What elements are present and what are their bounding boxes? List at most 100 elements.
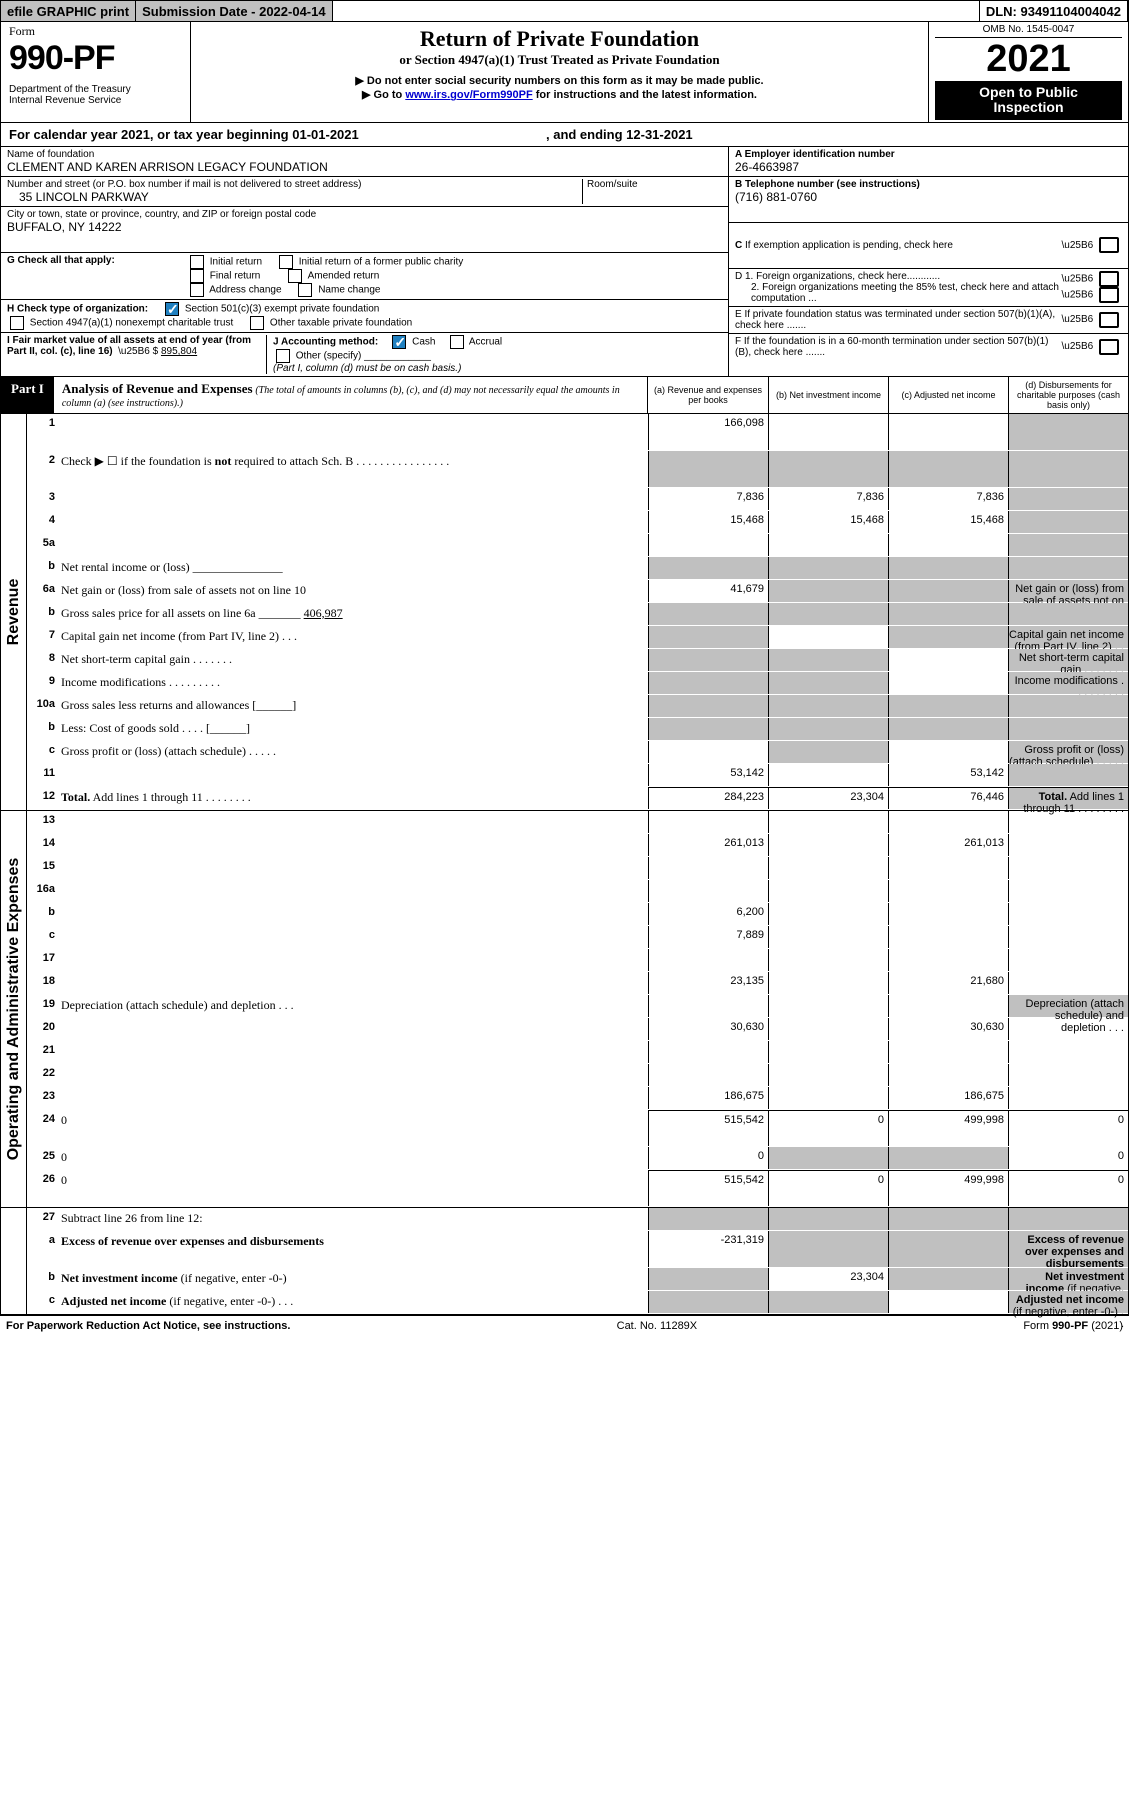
row-desc <box>61 1018 648 1040</box>
row-desc <box>61 857 648 879</box>
table-row: 14261,013261,013 <box>27 834 1128 857</box>
col-c-hdr: (c) Adjusted net income <box>888 377 1008 413</box>
table-row: cGross profit or (loss) (attach schedule… <box>27 741 1128 764</box>
cell-b: 0 <box>768 1110 888 1146</box>
row-num: 22 <box>27 1064 61 1086</box>
form-number: 990-PF <box>9 39 182 78</box>
cell-c <box>888 741 1008 763</box>
row-desc: Net investment income (if negative, ente… <box>61 1268 648 1290</box>
table-row: 1153,14253,142 <box>27 764 1128 787</box>
row-num: 10a <box>27 695 61 717</box>
cell-b <box>768 903 888 925</box>
table-row: 240515,5420499,9980 <box>27 1110 1128 1147</box>
c-pending: If exemption application is pending, che… <box>745 240 953 251</box>
row-desc <box>61 811 648 833</box>
cell-a: 0 <box>648 1147 768 1169</box>
checkbox-c[interactable] <box>1099 237 1119 253</box>
cell-d: Capital gain net income (from Part IV, l… <box>1008 626 1128 648</box>
cell-a <box>648 626 768 648</box>
row-num: 8 <box>27 649 61 671</box>
cell-b: 23,304 <box>768 1268 888 1290</box>
note-ssn: ▶ Do not enter social security numbers o… <box>201 74 918 88</box>
cell-c <box>888 649 1008 671</box>
checkbox-other-taxable[interactable] <box>250 316 264 330</box>
checkbox-name-change[interactable] <box>298 283 312 297</box>
table-row: 21 <box>27 1041 1128 1064</box>
calendar-year-line: For calendar year 2021, or tax year begi… <box>0 123 1129 147</box>
cell-c <box>888 1064 1008 1086</box>
checkbox-other-method[interactable] <box>276 349 290 363</box>
cell-d <box>1008 857 1128 879</box>
table-row: 15 <box>27 857 1128 880</box>
row-desc: Net rental income or (loss) ____________… <box>61 557 648 579</box>
cell-a: 166,098 <box>648 414 768 450</box>
cell-d <box>1008 1041 1128 1063</box>
cell-c <box>888 903 1008 925</box>
checkbox-amended[interactable] <box>288 269 302 283</box>
col-b-hdr: (b) Net investment income <box>768 377 888 413</box>
cell-c <box>888 1231 1008 1267</box>
table-row: 17 <box>27 949 1128 972</box>
cell-c <box>888 1041 1008 1063</box>
cell-d: 0 <box>1008 1147 1128 1169</box>
cell-a <box>648 741 768 763</box>
checkbox-4947[interactable] <box>10 316 24 330</box>
cell-c <box>888 949 1008 971</box>
checkbox-initial-return[interactable] <box>190 255 204 269</box>
cell-d: Excess of revenue over expenses and disb… <box>1008 1231 1128 1267</box>
checkbox-e[interactable] <box>1099 312 1119 328</box>
row-num: 20 <box>27 1018 61 1040</box>
city-state-zip: BUFFALO, NY 14222 <box>7 220 122 234</box>
checkbox-d2[interactable] <box>1099 287 1119 303</box>
cell-a: 6,200 <box>648 903 768 925</box>
cell-a <box>648 1041 768 1063</box>
row-desc: Income modifications . . . . . . . . . <box>61 672 648 694</box>
cell-c: 30,630 <box>888 1018 1008 1040</box>
page-footer: For Paperwork Reduction Act Notice, see … <box>0 1315 1129 1336</box>
row-num: 25 <box>27 1147 61 1169</box>
form990pf-link[interactable]: www.irs.gov/Form990PF <box>405 89 532 101</box>
row-num: 18 <box>27 972 61 994</box>
efile-label[interactable]: efile GRAPHIC print <box>1 1 136 21</box>
cell-b <box>768 1064 888 1086</box>
table-row: 27Subtract line 26 from line 12: <box>27 1208 1128 1231</box>
cell-c: 499,998 <box>888 1170 1008 1206</box>
cell-d: Total. Add lines 1 through 11 . . . . . … <box>1008 787 1128 809</box>
cell-d <box>1008 1087 1128 1109</box>
cell-a <box>648 949 768 971</box>
row-desc <box>61 534 648 556</box>
checkbox-501c3[interactable] <box>165 302 179 316</box>
table-row: bLess: Cost of goods sold . . . . [_____… <box>27 718 1128 741</box>
row-desc <box>61 834 648 856</box>
cell-b <box>768 857 888 879</box>
cell-d: Gross profit or (loss) (attach schedule)… <box>1008 741 1128 763</box>
checkbox-address-change[interactable] <box>190 283 204 297</box>
row-desc: Net short-term capital gain . . . . . . … <box>61 649 648 671</box>
cell-d <box>1008 511 1128 533</box>
checkbox-accrual[interactable] <box>450 335 464 349</box>
checkbox-initial-former[interactable] <box>279 255 293 269</box>
cell-c: 7,836 <box>888 488 1008 510</box>
entity-block: Name of foundation CLEMENT AND KAREN ARR… <box>0 147 1129 377</box>
row-num: 4 <box>27 511 61 533</box>
row-num: 27 <box>27 1208 61 1230</box>
row-num: c <box>27 926 61 948</box>
checkbox-cash[interactable] <box>392 335 406 349</box>
row-num: 14 <box>27 834 61 856</box>
cell-c <box>888 1268 1008 1290</box>
checkbox-f[interactable] <box>1099 339 1119 355</box>
table-row: 2Check ▶ ☐ if the foundation is not requ… <box>27 451 1128 488</box>
row-desc: Check ▶ ☐ if the foundation is not requi… <box>61 451 648 487</box>
row-desc: Less: Cost of goods sold . . . . [______… <box>61 718 648 740</box>
cell-b: 23,304 <box>768 787 888 809</box>
form-label: Form <box>9 24 182 39</box>
fmv-assets: 895,804 <box>161 346 197 357</box>
checkbox-final-return[interactable] <box>190 269 204 283</box>
cell-a <box>648 1268 768 1290</box>
cell-b <box>768 534 888 556</box>
dept-irs: Internal Revenue Service <box>9 95 121 106</box>
cell-a: 261,013 <box>648 834 768 856</box>
checkbox-d1[interactable] <box>1099 271 1119 287</box>
row-num: 15 <box>27 857 61 879</box>
row-desc <box>61 972 648 994</box>
